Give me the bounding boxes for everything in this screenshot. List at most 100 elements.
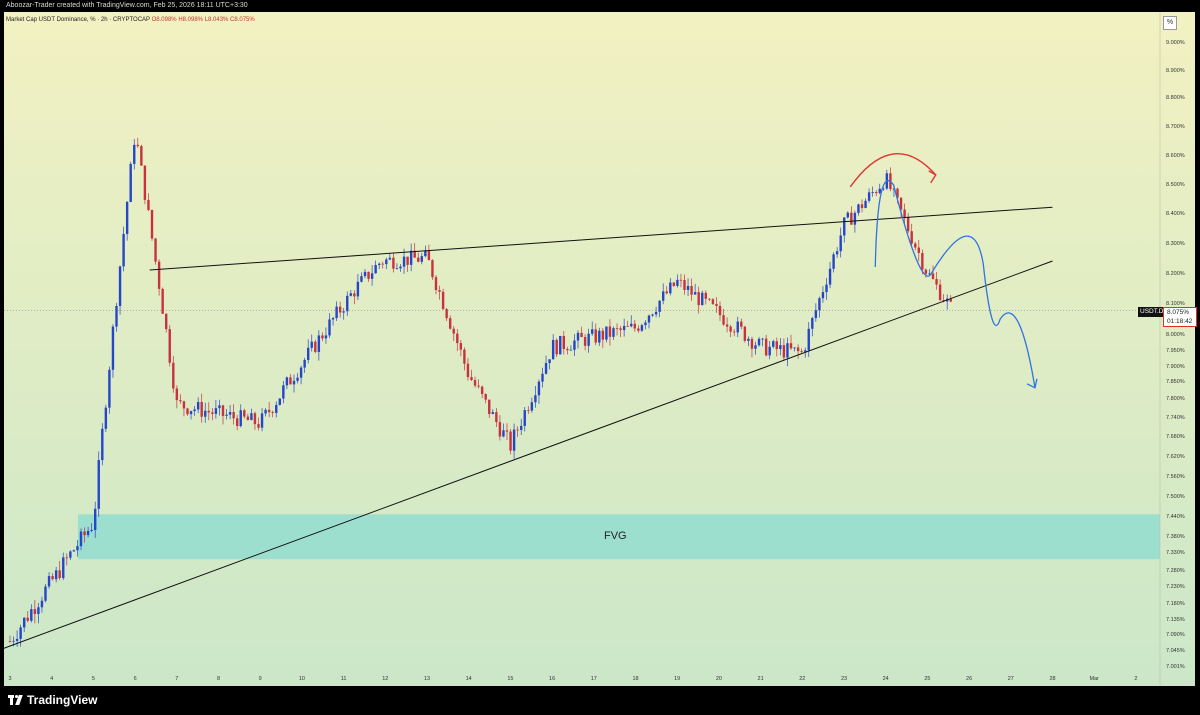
candle-body	[434, 277, 438, 291]
candle-body	[658, 300, 661, 312]
legend-symbol: Market Cap USDT Dominance, % · 2h · CRYP…	[6, 17, 150, 23]
candle-body	[949, 298, 952, 302]
legend-open: O8.098%	[151, 17, 177, 23]
candle-body	[218, 405, 221, 409]
candle-body	[484, 393, 487, 400]
candle-body	[438, 290, 441, 292]
candle-body	[83, 531, 86, 536]
candle-body	[587, 333, 590, 346]
x-tick-label: 5	[92, 676, 95, 682]
candle-body	[867, 192, 871, 201]
candle-body	[19, 627, 22, 639]
tradingview-logo-icon	[8, 695, 23, 705]
y-tick-label: 8.900%	[1166, 68, 1185, 74]
candle-body	[782, 345, 786, 358]
candle-body	[143, 165, 147, 200]
legend-close: C8.075%	[230, 17, 255, 23]
candle-body	[498, 422, 502, 437]
candle-body	[232, 412, 235, 419]
candle-body	[725, 324, 729, 327]
candle-body	[140, 146, 143, 166]
legend-low: L8.043%	[204, 17, 229, 23]
candle-body	[321, 335, 324, 339]
candle-body	[466, 363, 470, 378]
x-tick-label: 9	[259, 676, 262, 682]
red-arc-arrow[interactable]	[849, 153, 937, 188]
candle-body	[253, 413, 257, 425]
y-tick-label: 8.100%	[1166, 301, 1185, 307]
candle-body	[718, 305, 722, 316]
symbol-legend: Market Cap USDT Dominance, % · 2h · CRYP…	[6, 17, 255, 23]
candle-body	[37, 607, 40, 614]
trendline-support[interactable]	[3, 260, 1053, 649]
candle-body	[246, 416, 250, 421]
candle-body	[615, 328, 619, 329]
candle-body	[520, 425, 523, 430]
y-tick-label: 7.330%	[1166, 550, 1185, 556]
candle-body	[23, 617, 26, 628]
candle-body	[502, 430, 505, 437]
candle-body	[413, 250, 416, 258]
candle-body	[214, 408, 218, 414]
candle-body	[402, 256, 406, 267]
candle-body	[179, 400, 182, 402]
x-tick-label: 13	[424, 676, 430, 682]
candle-body	[537, 381, 541, 396]
candle-body	[296, 377, 299, 381]
candle-body	[367, 271, 370, 279]
candle-body	[594, 329, 597, 343]
candle-body	[470, 377, 473, 381]
candle-body	[764, 338, 768, 356]
x-tick-label: 3	[8, 676, 11, 682]
y-tick-label: 7.850%	[1166, 379, 1185, 385]
candle-body	[477, 385, 480, 387]
candle-body	[505, 430, 509, 432]
candle-body	[193, 409, 196, 412]
candle-body	[651, 314, 654, 316]
candle-body	[122, 233, 125, 267]
candle-body	[342, 311, 345, 313]
candle-body	[275, 404, 278, 413]
tradingview-logo[interactable]: TradingView	[8, 692, 97, 708]
candle-body	[303, 359, 306, 368]
candle-body	[683, 279, 686, 290]
candle-body	[796, 347, 800, 352]
candle-body	[903, 209, 906, 218]
candle-body	[459, 343, 463, 350]
candle-body	[236, 418, 239, 427]
candle-body	[906, 217, 910, 232]
candle-body	[509, 431, 512, 451]
candle-body	[133, 144, 136, 164]
attribution-bar: Aboozar-Trader created with TradingView.…	[0, 0, 1200, 12]
candle-body	[860, 204, 864, 208]
candle-body	[662, 291, 665, 301]
y-tick-label: 8.700%	[1166, 124, 1185, 130]
bar-countdown: 01:18:42	[1167, 318, 1193, 325]
candle-body	[864, 200, 867, 208]
candle-body	[392, 257, 395, 269]
y-tick-label: 7.380%	[1166, 534, 1185, 540]
candle-body	[172, 362, 175, 389]
candle-body	[420, 256, 423, 262]
candle-body	[740, 321, 743, 327]
candle-body	[409, 250, 413, 265]
candle-body	[921, 252, 924, 270]
x-tick-label: 12	[382, 676, 388, 682]
candle-body	[736, 321, 739, 333]
axis-unit-toggle[interactable]: %	[1163, 16, 1177, 30]
candle-body	[608, 326, 612, 337]
candle-body	[196, 401, 200, 410]
candle-body	[754, 345, 757, 349]
candle-body	[175, 388, 179, 401]
candle-body	[761, 338, 764, 340]
candle-body	[910, 231, 913, 244]
candle-body	[307, 347, 310, 360]
blue-projection-path[interactable]	[874, 180, 1036, 388]
x-tick-label: 14	[466, 676, 472, 682]
candle-body	[282, 385, 285, 399]
candle-body	[622, 325, 626, 331]
candle-body	[857, 204, 860, 213]
candle-body	[182, 401, 186, 409]
candle-body	[58, 570, 61, 578]
